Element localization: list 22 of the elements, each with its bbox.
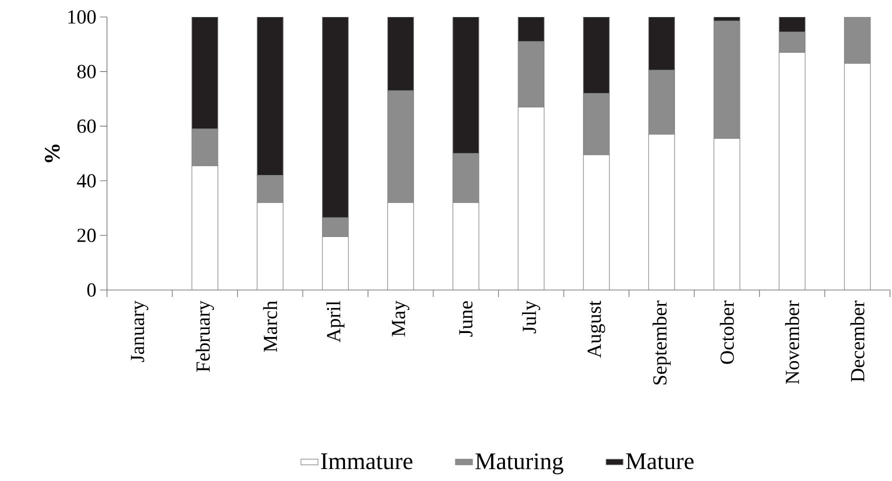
- legend-label: Mature: [626, 453, 694, 470]
- x-tick-label: February: [196, 300, 214, 372]
- y-tick-label: 20: [77, 228, 96, 242]
- x-tick-label: May: [392, 300, 410, 336]
- y-axis-title: %: [44, 144, 60, 162]
- x-tick-label: December: [850, 300, 864, 382]
- x-tick-label: October: [720, 300, 734, 364]
- y-tick-label: 0: [87, 283, 96, 297]
- y-tick-label: 40: [76, 174, 96, 188]
- x-tick-label: November: [785, 300, 800, 384]
- x-tick-label: September: [652, 300, 671, 384]
- x-tick-label: April: [326, 300, 344, 342]
- x-tick-label: January: [130, 300, 148, 362]
- y-tick-label: 80: [77, 64, 96, 78]
- x-tick-label: August: [588, 300, 606, 358]
- legend-label: Maturing: [475, 453, 564, 474]
- x-tick-label: March: [263, 300, 278, 352]
- y-tick-label: 100: [68, 10, 96, 24]
- x-tick-label: July: [522, 300, 540, 334]
- legend-label: Immature: [321, 453, 412, 470]
- y-tick-label: 60: [77, 119, 96, 133]
- x-tick-label: June: [459, 301, 472, 337]
